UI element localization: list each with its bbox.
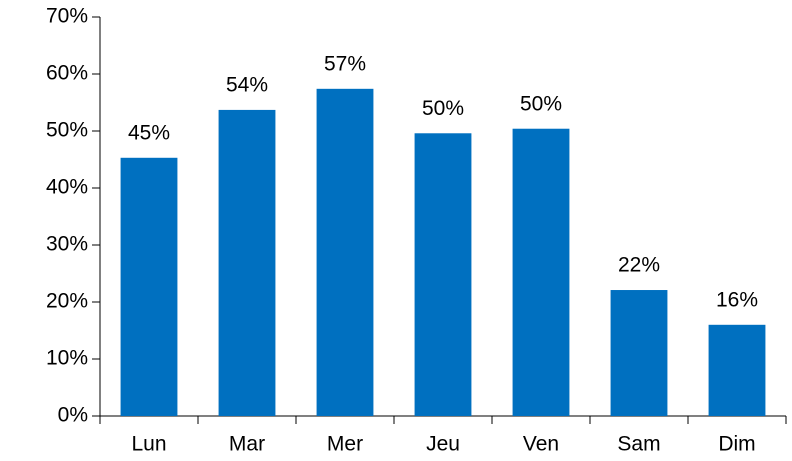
data-label: 50% (422, 97, 464, 120)
data-label: 45% (128, 121, 170, 144)
y-tick-label: 30% (46, 233, 88, 256)
bar (120, 157, 178, 417)
x-tick-label: Mar (229, 433, 265, 456)
y-tick-label: 0% (58, 404, 88, 427)
x-tick-label: Jeu (426, 433, 460, 456)
x-tick-label: Dim (718, 433, 755, 456)
bar (610, 290, 668, 416)
bar (708, 324, 766, 416)
bar (316, 88, 374, 416)
y-tick-label: 50% (46, 119, 88, 142)
x-tick-label: Ven (523, 433, 559, 456)
bar (414, 133, 472, 416)
data-label: 22% (618, 254, 660, 277)
x-tick-label: Sam (617, 433, 660, 456)
x-tick-label: Lun (131, 433, 166, 456)
data-label: 50% (520, 92, 562, 115)
y-tick-label: 60% (46, 62, 88, 85)
y-tick-label: 40% (46, 176, 88, 199)
data-label: 54% (226, 73, 268, 96)
y-tick-label: 10% (46, 347, 88, 370)
y-tick-label: 20% (46, 290, 88, 313)
y-tick-label: 70% (46, 5, 88, 28)
data-label: 57% (324, 52, 366, 75)
bar (512, 128, 570, 416)
x-tick-label: Mer (327, 433, 363, 456)
data-label: 16% (716, 288, 758, 311)
bar (218, 109, 276, 416)
